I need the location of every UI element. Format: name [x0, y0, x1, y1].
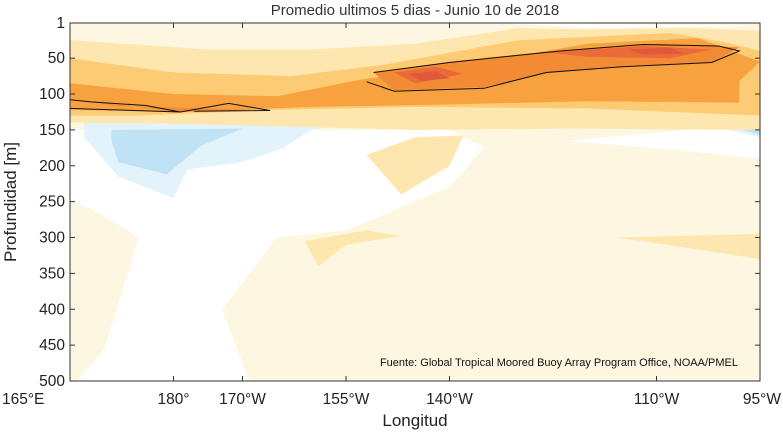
- x-tick-label: 95°W: [743, 391, 781, 408]
- x-tick-label: 180°: [157, 391, 189, 408]
- contour-line-layer: [70, 43, 741, 113]
- x-axis-label: Longitud: [382, 411, 447, 430]
- x-axis: 165°E 180° 170°W 155°W 140°W 110°W 95°W: [2, 23, 781, 408]
- y-tick-label: 350: [39, 265, 65, 282]
- y-tick-label: 50: [48, 50, 66, 67]
- contour-region-2: [504, 23, 760, 28]
- y-tick-label: 400: [39, 301, 65, 318]
- x-tick-label: 170°W: [219, 391, 266, 408]
- contour-region-11: [615, 233, 760, 259]
- contour-region-6: [111, 128, 243, 175]
- y-tick-label: 500: [39, 373, 65, 390]
- x-tick-label: 165°E: [2, 391, 44, 408]
- y-tick-label: 150: [39, 122, 65, 139]
- y-tick-label: 200: [39, 158, 65, 175]
- y-tick-label: 250: [39, 194, 65, 211]
- y-tick-label: 450: [39, 337, 65, 354]
- contour-line-0: [70, 99, 181, 113]
- y-tick-label: 300: [39, 230, 65, 247]
- x-tick-label: 110°W: [634, 391, 680, 408]
- contour-line-1: [180, 102, 271, 113]
- y-axis-label: Profundidad [m]: [1, 142, 20, 262]
- chart-title: Promedio ultimos 5 dias - Junio 10 de 20…: [271, 2, 560, 19]
- contour-region-19: [628, 47, 685, 55]
- contour-line-2: [366, 43, 741, 92]
- contour-region-3: [566, 129, 760, 159]
- contour-region-10: [304, 230, 402, 267]
- y-tick-label: 100: [39, 86, 65, 103]
- contour-region-18: [408, 71, 450, 82]
- contour-region-9: [366, 135, 464, 195]
- x-tick-label: 155°W: [323, 391, 370, 408]
- source-note: Fuente: Global Tropical Moored Buoy Arra…: [380, 357, 738, 369]
- contour-region-14: [76, 99, 257, 112]
- contour-fill-layer: [70, 23, 760, 381]
- x-tick-label: 140°W: [426, 391, 473, 408]
- y-tick-label: 1: [56, 15, 65, 32]
